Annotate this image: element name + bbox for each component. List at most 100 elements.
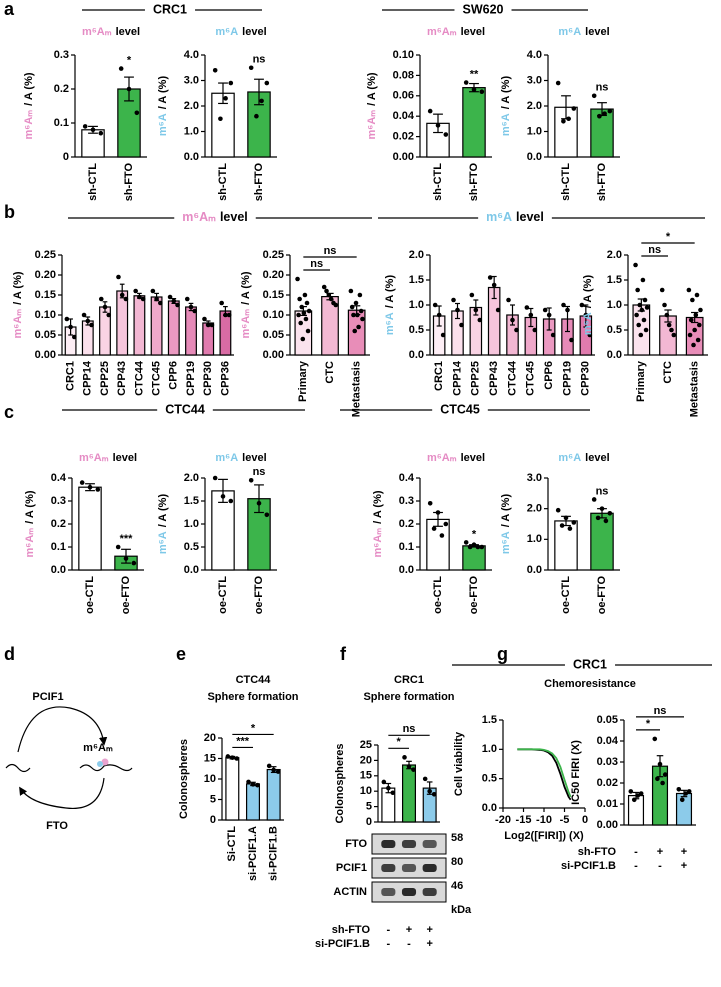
- condition-label: sh-FTO: [578, 846, 617, 858]
- chart-title: m⁶A level: [215, 452, 266, 464]
- category-label: sh-FTO: [468, 163, 480, 202]
- data-point: [234, 756, 240, 761]
- y-tick-label: 0.5: [482, 773, 497, 785]
- data-point: [487, 275, 493, 280]
- chart-title-part: m⁶Aₘ: [427, 26, 457, 38]
- x-tick-label: 0: [582, 814, 588, 826]
- x-axis-label: Log2([FIRI]) (X): [504, 830, 584, 842]
- y-tick-label: 0.10: [35, 309, 56, 321]
- data-point: [443, 521, 449, 527]
- chart-title: m⁶A level: [558, 452, 609, 464]
- data-point: [349, 304, 355, 310]
- y-tick-label: 0.1: [399, 541, 414, 553]
- y-tick-label: 20: [204, 732, 216, 744]
- data-point: [676, 787, 682, 792]
- y-tick-label: 0.0: [482, 802, 497, 814]
- y-axis-label-part: m⁶Aₘ: [372, 528, 384, 558]
- category-label: Primary: [297, 360, 309, 402]
- data-point: [669, 327, 674, 333]
- data-point: [133, 288, 138, 294]
- data-point: [427, 501, 433, 506]
- data-point: [607, 108, 613, 114]
- y-axis-label-part: m⁶Aₘ: [12, 309, 24, 339]
- blot-kda: 58: [451, 832, 463, 844]
- significance: ns: [253, 466, 266, 478]
- significance: ***: [120, 533, 134, 545]
- data-point: [264, 80, 270, 86]
- category-label: Primary: [635, 360, 647, 402]
- data-point: [131, 560, 137, 566]
- y-axis-label: IC50 FIRI (X): [570, 740, 582, 805]
- data-point: [638, 791, 644, 796]
- bar: [245, 783, 261, 821]
- data-point: [154, 296, 159, 302]
- bar: [167, 300, 180, 356]
- y-axis-label: Colonospheres: [178, 739, 190, 819]
- condition-mark: +: [681, 860, 687, 872]
- data-point: [202, 316, 207, 322]
- bar: [78, 486, 102, 571]
- y-tick-label: 0.5: [184, 541, 199, 553]
- data-point: [506, 297, 511, 303]
- y-tick-label: 0.5: [409, 324, 424, 336]
- data-point: [406, 764, 412, 769]
- category-label: sh-CTL: [87, 163, 99, 201]
- bar: [185, 306, 197, 356]
- y-axis-label: m⁶Aₘ / A (%): [240, 271, 252, 338]
- y-tick-label: 0.01: [597, 798, 618, 810]
- blot-row-label: FTO: [345, 838, 367, 850]
- data-point: [275, 769, 281, 774]
- y-axis-label-part: / A (%): [157, 76, 169, 110]
- y-tick-label: 5: [366, 801, 372, 813]
- y-axis-label-part: m⁶Aₘ: [366, 110, 378, 140]
- panel-letter: g: [497, 644, 508, 664]
- y-tick-label: 2.0: [527, 503, 542, 515]
- blot-band: [422, 840, 437, 848]
- header: CTC45: [440, 402, 480, 416]
- category-label: CRC1: [433, 361, 445, 391]
- data-point: [299, 304, 305, 310]
- y-tick-label: 1.0: [409, 299, 424, 311]
- y-axis-label: m⁶A / A (%): [582, 275, 594, 336]
- y-axis-label-part: m⁶A: [157, 113, 169, 136]
- condition-mark: -: [658, 860, 662, 872]
- data-point: [256, 501, 262, 506]
- category-label: oe-CTL: [84, 576, 96, 614]
- data-point: [571, 106, 577, 111]
- bar: [426, 518, 450, 571]
- data-point: [655, 776, 660, 782]
- y-tick-label: 10: [360, 785, 372, 797]
- category-label: oe-FTO: [253, 576, 265, 615]
- data-point: [150, 288, 156, 294]
- data-point: [463, 80, 469, 85]
- y-tick-label: 0.25: [263, 249, 284, 261]
- header-part: m⁶A: [486, 210, 512, 224]
- data-point: [637, 302, 643, 308]
- y-axis-label: m⁶A / A (%): [157, 494, 169, 555]
- blot-band: [381, 888, 396, 896]
- data-point: [205, 322, 211, 328]
- data-point: [510, 317, 515, 323]
- data-point: [255, 782, 260, 788]
- category-label: oe-CTL: [217, 576, 229, 614]
- writer-arrow: [17, 706, 108, 753]
- y-tick-label: 3.0: [184, 74, 199, 86]
- y-tick-label: 0.4: [51, 472, 67, 484]
- significance: *: [472, 528, 477, 540]
- y-tick-label: 0.02: [393, 131, 414, 143]
- data-point: [451, 297, 456, 303]
- data-point: [250, 782, 256, 787]
- data-point: [479, 89, 485, 95]
- significance: *: [397, 736, 402, 748]
- data-point: [264, 512, 270, 518]
- y-axis-label-part: / A (%): [384, 275, 396, 309]
- y-tick-label: 0: [366, 816, 372, 828]
- header-part: level: [516, 210, 544, 224]
- bar: [225, 757, 240, 821]
- y-tick-label: 0.2: [51, 518, 66, 530]
- data-point: [599, 506, 605, 511]
- data-point: [102, 304, 108, 310]
- category-label: CPP25: [470, 361, 482, 396]
- chart-title-part: level: [461, 452, 485, 464]
- curve: [517, 748, 572, 798]
